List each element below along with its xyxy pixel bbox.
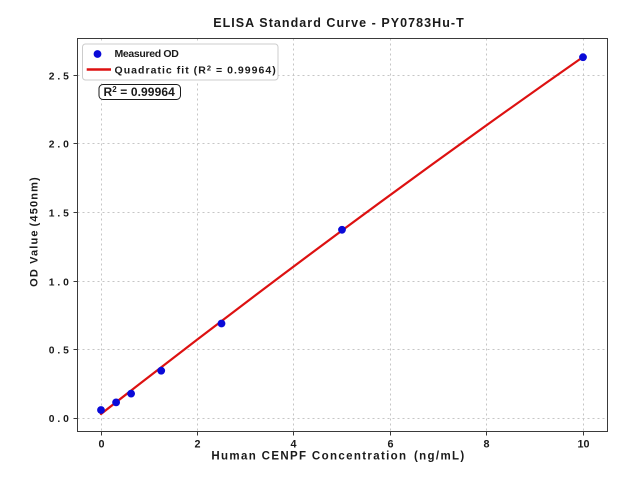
svg-text:2.5: 2.5 — [49, 72, 72, 83]
svg-text:2: 2 — [194, 439, 200, 451]
svg-text:Quadratic fit (R2 = 0.99964): Quadratic fit (R2 = 0.99964) — [115, 64, 277, 77]
svg-text:8: 8 — [483, 439, 489, 451]
svg-text:2.0: 2.0 — [49, 140, 72, 151]
svg-text:ELISA Standard Curve - PY0783H: ELISA Standard Curve - PY0783Hu-T — [213, 16, 465, 30]
svg-text:0.0: 0.0 — [49, 414, 72, 425]
svg-text:1.0: 1.0 — [49, 278, 72, 289]
svg-text:OD Value(450nm): OD Value(450nm) — [28, 176, 40, 287]
svg-text:10: 10 — [577, 439, 589, 451]
svg-text:6: 6 — [387, 439, 393, 451]
svg-text:Measured OD: Measured OD — [115, 48, 180, 60]
svg-text:0.5: 0.5 — [49, 346, 72, 357]
svg-text:4: 4 — [290, 439, 296, 451]
svg-text:1.5: 1.5 — [49, 209, 72, 220]
svg-text:Human CENPF Concentration (ng/: Human CENPF Concentration (ng/mL) — [211, 451, 465, 463]
svg-text:R2 = 0.99964: R2 = 0.99964 — [104, 85, 176, 99]
svg-text:0: 0 — [98, 439, 104, 451]
